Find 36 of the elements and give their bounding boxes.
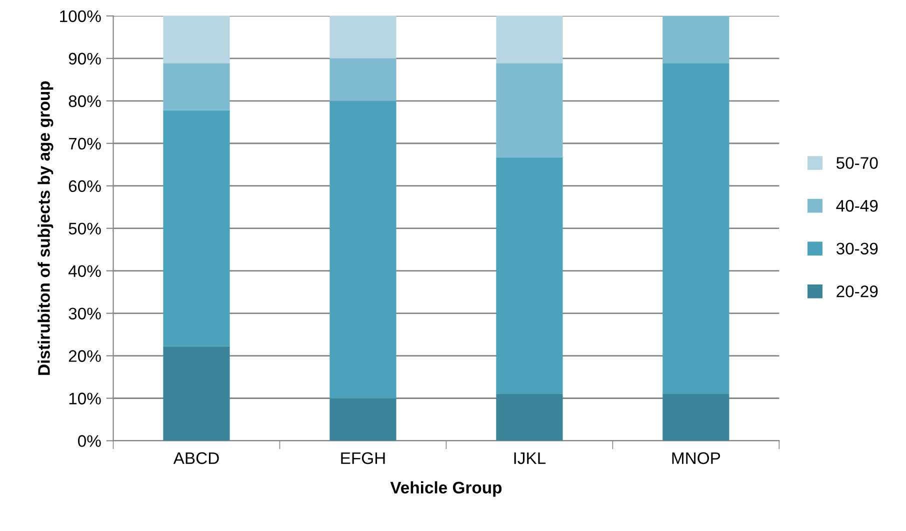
y-tick-label: 50% xyxy=(68,222,101,235)
y-tick-label: 0% xyxy=(78,435,101,447)
x-tick-label: IJKL xyxy=(514,452,546,464)
bar xyxy=(496,394,563,441)
legend-label: 20-29 xyxy=(836,285,878,298)
y-tick-label: 40% xyxy=(68,265,101,278)
x-axis-title: Vehicle Group xyxy=(390,481,502,497)
legend-label: 30-39 xyxy=(836,242,878,254)
x-tick-label: EFGH xyxy=(341,452,385,464)
legend-label: 50-70 xyxy=(836,157,878,169)
bar xyxy=(496,63,563,158)
bar xyxy=(163,346,230,441)
y-tick-label: 60% xyxy=(68,180,101,192)
bar xyxy=(330,16,396,58)
bar xyxy=(330,100,396,398)
y-tick-label: 30% xyxy=(68,308,101,320)
bar xyxy=(496,157,563,394)
bar xyxy=(662,63,730,394)
y-tick-label: 70% xyxy=(68,138,101,150)
bar xyxy=(662,16,730,64)
y-tick-label: 80% xyxy=(68,95,101,108)
x-tick-label: MNOP xyxy=(672,452,720,464)
y-tick-label: 100% xyxy=(60,10,101,22)
bar xyxy=(330,398,396,441)
bar xyxy=(662,394,730,441)
bar xyxy=(496,16,563,64)
y-tick-label: 90% xyxy=(68,52,101,65)
bar xyxy=(163,110,230,346)
bar xyxy=(330,58,396,101)
x-tick-label: ABCD xyxy=(173,452,219,464)
bar xyxy=(163,63,230,110)
y-axis-title: Distirubiton of subjects by age group xyxy=(38,81,54,375)
y-tick-label: 10% xyxy=(69,392,101,404)
bar xyxy=(163,16,230,64)
legend-label: 40-49 xyxy=(836,200,878,212)
y-tick-label: 20% xyxy=(68,350,101,362)
